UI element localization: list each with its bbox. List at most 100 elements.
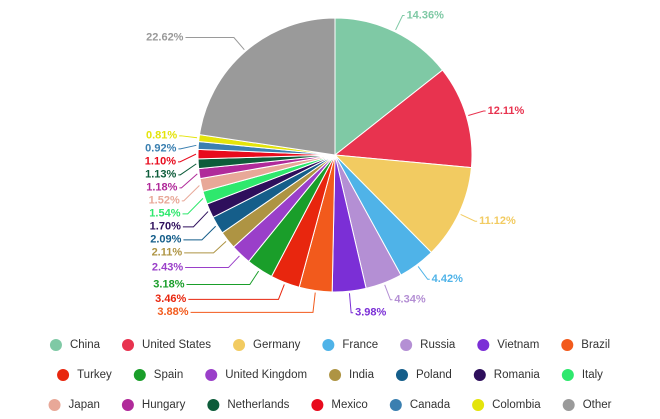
value-label: 2.43% bbox=[152, 261, 183, 273]
legend-item: China bbox=[49, 339, 101, 351]
legend-marker bbox=[389, 399, 402, 411]
legend-item: Germany bbox=[233, 339, 301, 351]
legend-marker bbox=[400, 339, 413, 351]
legend-marker bbox=[57, 369, 70, 381]
value-label: 2.09% bbox=[150, 234, 181, 246]
legend-label: China bbox=[70, 339, 101, 351]
legend-item: Spain bbox=[133, 369, 183, 381]
value-label: 1.52% bbox=[149, 195, 180, 207]
legend-item: India bbox=[329, 369, 375, 381]
legend-marker bbox=[561, 369, 574, 381]
legend-item: Vietnam bbox=[477, 339, 539, 351]
legend-marker bbox=[472, 399, 485, 411]
leader-line bbox=[182, 211, 209, 228]
legend-item: Netherlands bbox=[207, 399, 290, 411]
leader-line bbox=[188, 284, 285, 300]
legend-label: Russia bbox=[420, 339, 456, 351]
pie-slice bbox=[333, 154, 472, 254]
leader-line bbox=[178, 144, 197, 150]
legend-item: United States bbox=[122, 339, 211, 351]
pie-slice bbox=[333, 69, 473, 169]
legend-marker bbox=[48, 399, 61, 411]
legend-item: Romania bbox=[473, 369, 541, 381]
legend-item: Colombia bbox=[472, 399, 541, 411]
value-label: 4.34% bbox=[394, 294, 425, 306]
leader-line bbox=[185, 37, 245, 50]
legend-item: Russia bbox=[400, 339, 456, 351]
legend-label: Poland bbox=[416, 369, 452, 381]
legend-label: Turkey bbox=[77, 369, 112, 381]
leader-line bbox=[468, 110, 486, 116]
leader-line bbox=[395, 15, 405, 31]
legend-item: Hungary bbox=[121, 399, 186, 411]
pie-slice bbox=[198, 17, 336, 156]
value-label: 1.18% bbox=[146, 182, 177, 194]
legend-label: Spain bbox=[154, 369, 183, 381]
legend-label: India bbox=[349, 369, 375, 381]
legend-item: Brazil bbox=[561, 339, 610, 351]
leader-line bbox=[184, 240, 227, 254]
legend-marker bbox=[207, 399, 220, 411]
value-label: 3.88% bbox=[157, 306, 188, 318]
legend-item: Japan bbox=[48, 399, 100, 411]
legend-label: Canada bbox=[410, 399, 451, 411]
legend-item: United Kingdom bbox=[205, 369, 307, 381]
value-label: 0.81% bbox=[146, 130, 177, 142]
legend-marker bbox=[133, 369, 146, 381]
leader-line bbox=[183, 225, 216, 241]
value-label: 22.62% bbox=[146, 31, 184, 43]
legend-label: Romania bbox=[494, 369, 541, 381]
legend-label: Japan bbox=[69, 399, 100, 411]
value-label: 4.42% bbox=[432, 273, 463, 285]
legend-item: France bbox=[322, 339, 378, 351]
value-label: 11.12% bbox=[479, 215, 516, 227]
legend-marker bbox=[121, 399, 134, 411]
leader-line bbox=[181, 185, 200, 202]
legend-item: Turkey bbox=[57, 369, 112, 381]
value-label: 3.18% bbox=[153, 278, 184, 290]
legend-marker bbox=[561, 339, 574, 351]
pie-slice bbox=[334, 17, 444, 157]
leader-line bbox=[348, 293, 354, 314]
legend-marker bbox=[122, 339, 135, 351]
legend-label: Netherlands bbox=[227, 399, 289, 411]
legend-label: Hungary bbox=[142, 399, 186, 411]
leader-line bbox=[178, 163, 197, 176]
legend-item: Poland bbox=[395, 369, 452, 381]
legend-marker bbox=[329, 369, 342, 381]
legend-marker bbox=[233, 339, 246, 351]
legend-item: Canada bbox=[389, 399, 451, 411]
legend-label: Germany bbox=[253, 339, 301, 351]
leader-line bbox=[182, 198, 204, 215]
value-label: 12.11% bbox=[488, 105, 525, 117]
value-label: 3.46% bbox=[155, 293, 186, 305]
legend-marker bbox=[562, 399, 575, 411]
leader-line bbox=[178, 153, 197, 163]
legend-marker bbox=[49, 339, 62, 351]
legend-label: France bbox=[342, 339, 378, 351]
legend-label: United Kingdom bbox=[225, 369, 307, 381]
value-label: 1.54% bbox=[149, 208, 180, 220]
legend-item: Mexico bbox=[311, 399, 368, 411]
value-label: 1.70% bbox=[150, 221, 181, 233]
legend-marker bbox=[477, 339, 490, 351]
legend-marker bbox=[205, 369, 218, 381]
legend-item: Other bbox=[562, 399, 612, 411]
value-label: 1.10% bbox=[145, 156, 176, 168]
leader-line bbox=[185, 255, 240, 269]
legend-marker bbox=[311, 399, 324, 411]
legend-marker bbox=[473, 369, 486, 381]
value-label: 1.13% bbox=[145, 169, 176, 181]
legend-label: Vietnam bbox=[497, 339, 539, 351]
legend-marker bbox=[395, 369, 408, 381]
leader-line bbox=[190, 292, 316, 313]
legend-label: Italy bbox=[582, 369, 603, 381]
leader-line bbox=[179, 173, 198, 189]
legend-item: Italy bbox=[561, 369, 603, 381]
leader-line bbox=[179, 135, 198, 139]
leader-line bbox=[384, 284, 393, 301]
value-label: 2.11% bbox=[152, 247, 183, 259]
value-label: 14.36% bbox=[407, 9, 445, 21]
legend-marker bbox=[322, 339, 335, 351]
